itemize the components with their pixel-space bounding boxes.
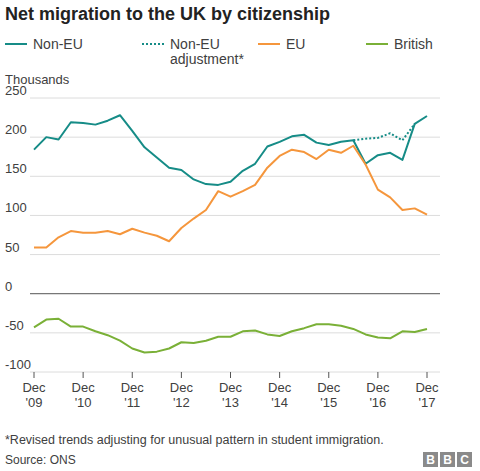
x-tick-label-line: '09	[26, 395, 43, 410]
x-tick-label: Dec'16	[366, 380, 390, 410]
logo-letter: B	[426, 453, 435, 467]
series-line	[34, 146, 427, 248]
x-tick	[230, 372, 231, 378]
footnote: *Revised trends adjusting for unusual pa…	[5, 433, 384, 447]
x-tick-label-line: Dec	[317, 380, 341, 395]
legend-swatch	[142, 43, 164, 45]
y-tick-label: 250	[5, 83, 27, 98]
grid-line	[30, 254, 440, 255]
legend-label-line: Non-EU	[170, 36, 220, 52]
plot-lines	[34, 115, 427, 352]
x-tick	[279, 372, 280, 378]
y-tick-label: 100	[5, 200, 27, 215]
x-tick-label-line: Dec	[415, 380, 439, 395]
y-tick-label: 200	[5, 122, 27, 137]
legend-label: EU	[286, 36, 305, 52]
legend-label: Non-EU	[33, 36, 83, 52]
x-tick-label-line: '11	[124, 395, 140, 410]
x-tick	[83, 372, 84, 378]
x-tick	[132, 372, 133, 378]
logo-letter: B	[443, 453, 452, 467]
zero-line	[30, 293, 440, 294]
title: Net migration to the UK by citizenship	[5, 4, 330, 24]
x-tick-label-line: Dec	[22, 380, 46, 395]
y-tick-label: -50	[5, 318, 24, 333]
x-tick-label: Dec'13	[219, 380, 243, 410]
grid-line	[30, 215, 440, 216]
y-tick-label: 0	[5, 279, 12, 294]
series-line	[353, 124, 414, 140]
y-tick-label: 150	[5, 161, 27, 176]
x-tick-label-line: '16	[369, 395, 386, 410]
logo-box	[440, 452, 455, 467]
x-tick-label-line: '10	[75, 395, 92, 410]
grid-line	[30, 98, 440, 99]
x-tick-label-line: '12	[173, 395, 190, 410]
x-tick	[34, 372, 35, 378]
x-tick-label: Dec'11	[121, 380, 145, 410]
logo-letter: C	[460, 453, 469, 467]
chart: Net migration to the UK by citizenship No…	[0, 0, 480, 471]
legend-label: British	[394, 36, 433, 52]
x-tick-label: Dec'12	[170, 380, 194, 410]
x-tick-label-line: Dec	[121, 380, 145, 395]
x-tick	[377, 372, 378, 378]
x-tick-label-line: Dec	[268, 380, 292, 395]
legend-swatch	[258, 43, 280, 45]
series-line	[34, 319, 427, 353]
x-tick	[427, 372, 428, 378]
x-tick-label-line: Dec	[366, 380, 390, 395]
page: {"chart_data": { "type": "line", "title"…	[0, 0, 480, 471]
x-tick-label-line: '14	[271, 395, 288, 410]
grid-line	[30, 332, 440, 333]
legend-label-line: British	[394, 36, 433, 52]
legend-label-line: EU	[286, 36, 305, 52]
x-tick-label: Dec'17	[415, 380, 439, 410]
logo-box	[423, 452, 438, 467]
legend-label-line: Non-EU	[33, 36, 83, 52]
x-tick-label: Dec'09	[22, 380, 46, 410]
x-tick-label: Dec'14	[268, 380, 292, 410]
x-tick	[328, 372, 329, 378]
x-tick-label-line: '15	[320, 395, 337, 410]
legend-swatch	[5, 43, 27, 45]
source: Source: ONS	[5, 453, 76, 467]
x-tick	[181, 372, 182, 378]
y-tick-label: 50	[5, 240, 19, 255]
y-tick-label: -100	[5, 357, 31, 372]
x-tick-label-line: Dec	[72, 380, 96, 395]
x-tick-label-line: '17	[419, 395, 436, 410]
series-line	[34, 115, 427, 185]
legend-label-line: adjustment*	[170, 51, 244, 67]
x-tick-label-line: Dec	[170, 380, 194, 395]
x-tick-label: Dec'10	[72, 380, 96, 410]
legend-label: Non-EUadjustment*	[170, 36, 244, 67]
grid-line	[30, 372, 440, 373]
x-tick-label: Dec'15	[317, 380, 341, 410]
legend-swatch	[366, 43, 388, 45]
x-tick-label-line: Dec	[219, 380, 243, 395]
logo-box	[457, 452, 472, 467]
x-tick-label-line: '13	[222, 395, 239, 410]
